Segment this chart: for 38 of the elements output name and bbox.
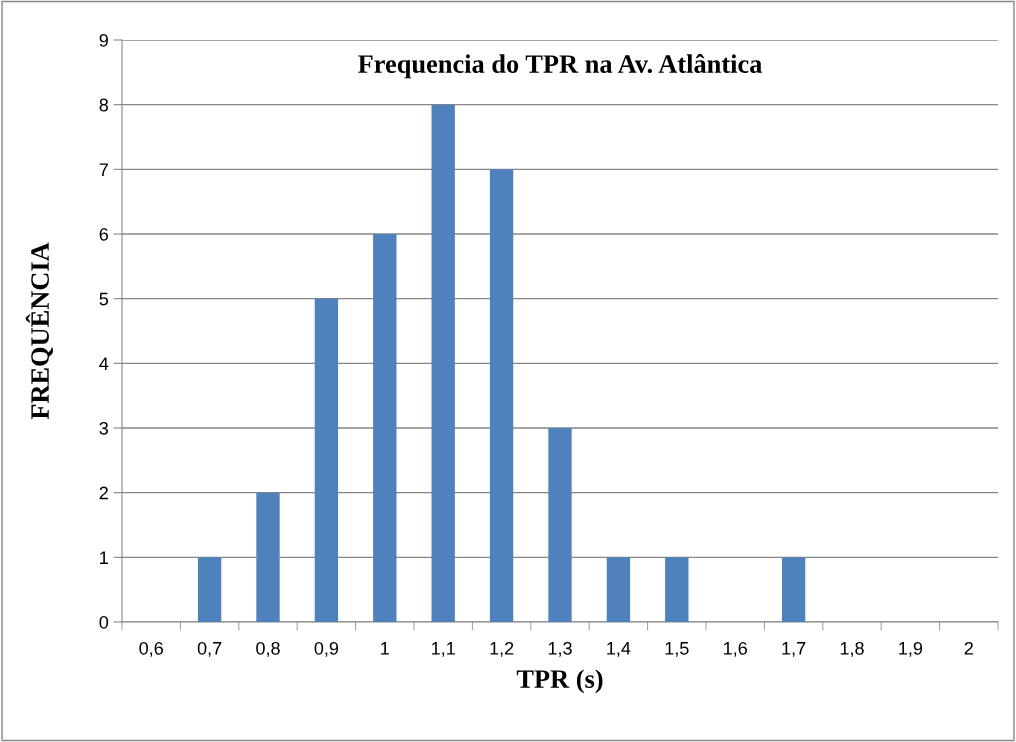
bar: [373, 234, 397, 622]
bar: [431, 104, 455, 622]
bar: [606, 557, 631, 622]
y-tick-label: 0: [99, 615, 109, 629]
x-tick-label: 1,3: [548, 641, 572, 657]
y-tick-label: 6: [99, 227, 109, 241]
x-tick-label: 1,7: [782, 642, 806, 657]
x-tick-label: 1,2: [490, 641, 514, 657]
y-tick-label: 9: [99, 33, 108, 47]
x-tick-label: 1,1: [432, 642, 455, 657]
x-tick-label: 2: [964, 641, 973, 655]
x-tick-label: 1,6: [724, 641, 747, 657]
bar: [548, 428, 572, 622]
x-tick-label: 1,5: [665, 642, 689, 657]
y-tick-label: 4: [99, 357, 109, 370]
bar: [489, 169, 514, 622]
bar: [314, 298, 339, 622]
y-tick-label: 1: [100, 551, 108, 564]
y-tick-label: 3: [99, 421, 109, 435]
x-tick-label: 1,9: [899, 641, 923, 657]
x-tick-label: 1,4: [607, 642, 631, 657]
x-axis-title: TPR (s): [516, 669, 603, 694]
y-tick-label: 5: [99, 292, 109, 306]
x-tick-label: 0,8: [256, 641, 280, 657]
chart-title: Frequencia do TPR na Av. Atlântica: [358, 54, 762, 79]
bar: [665, 557, 689, 622]
x-tick-label: 1,8: [840, 641, 864, 657]
x-tick-label: 0,6: [139, 641, 163, 657]
y-tick-label: 2: [99, 486, 108, 500]
x-tick-label: 0,7: [197, 641, 222, 657]
bar: [781, 557, 806, 622]
x-tick-label: 0,9: [314, 641, 339, 657]
y-tick-label: 8: [99, 98, 109, 112]
y-axis-title: FREQUÊNCIA: [25, 242, 53, 420]
x-tick-label: 1: [381, 642, 389, 655]
bar: [256, 492, 280, 622]
bar: [197, 557, 222, 622]
y-tick-label: 7: [99, 163, 108, 176]
